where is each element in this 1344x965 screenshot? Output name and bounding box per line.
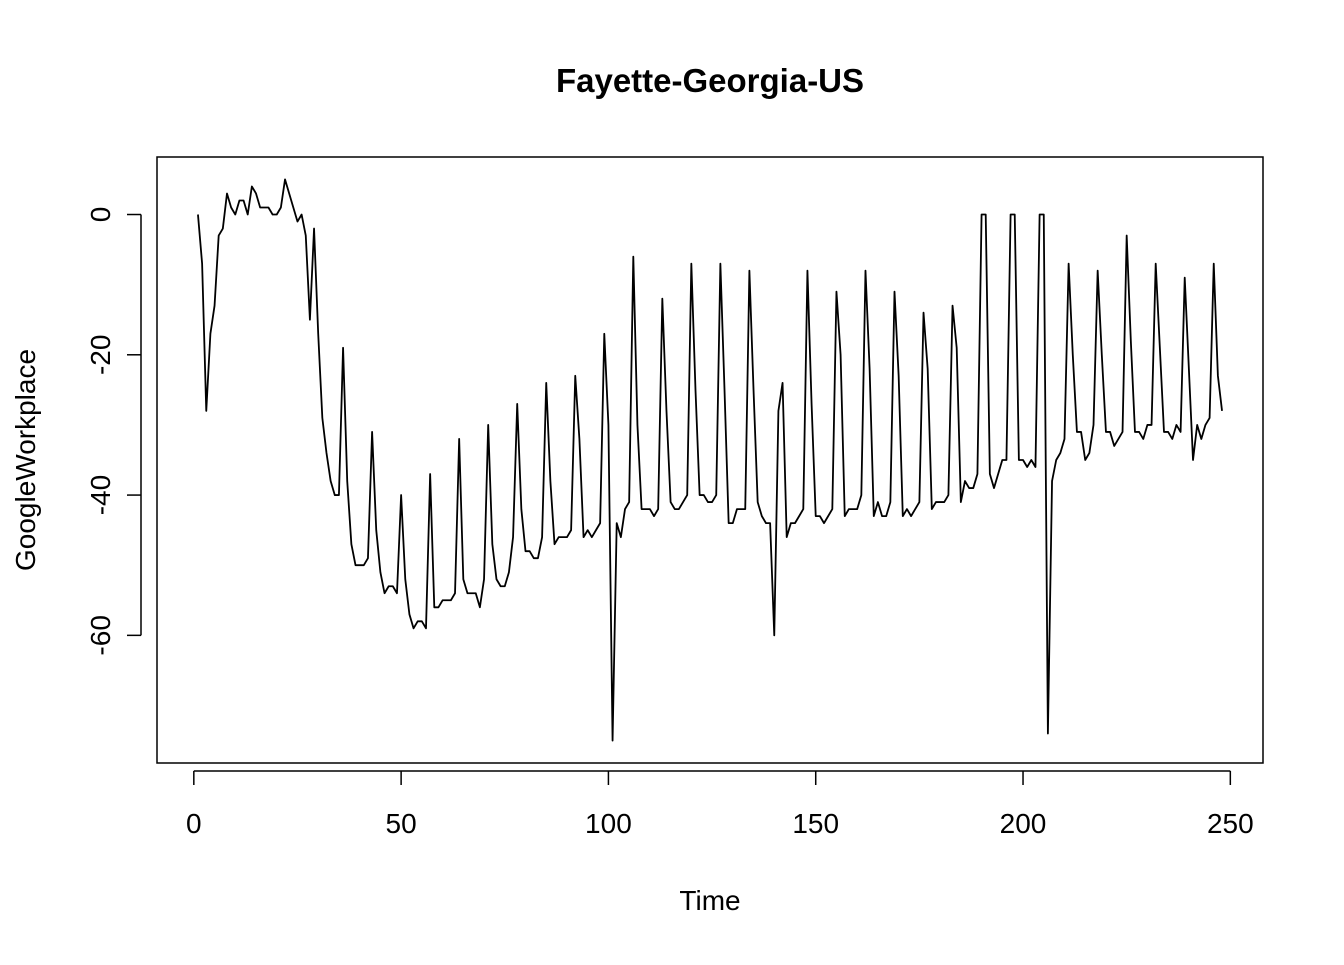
x-tick-label: 200: [1000, 808, 1047, 839]
x-tick-label: 50: [386, 808, 417, 839]
y-tick-label: 0: [85, 207, 116, 223]
x-tick-label: 150: [792, 808, 839, 839]
plot-frame: [156, 156, 1264, 764]
x-tick-label: 100: [585, 808, 632, 839]
y-tick-label: -60: [85, 615, 116, 655]
series-line: [197, 178, 1223, 742]
y-tick-label: -20: [85, 335, 116, 375]
y-axis-label: GoogleWorkplace: [10, 349, 41, 571]
chart-title: Fayette-Georgia-US: [556, 62, 864, 99]
y-tick-label: -40: [85, 475, 116, 515]
x-tick-label: 0: [186, 808, 202, 839]
x-axis-label: Time: [679, 885, 740, 916]
x-tick-label: 250: [1207, 808, 1254, 839]
